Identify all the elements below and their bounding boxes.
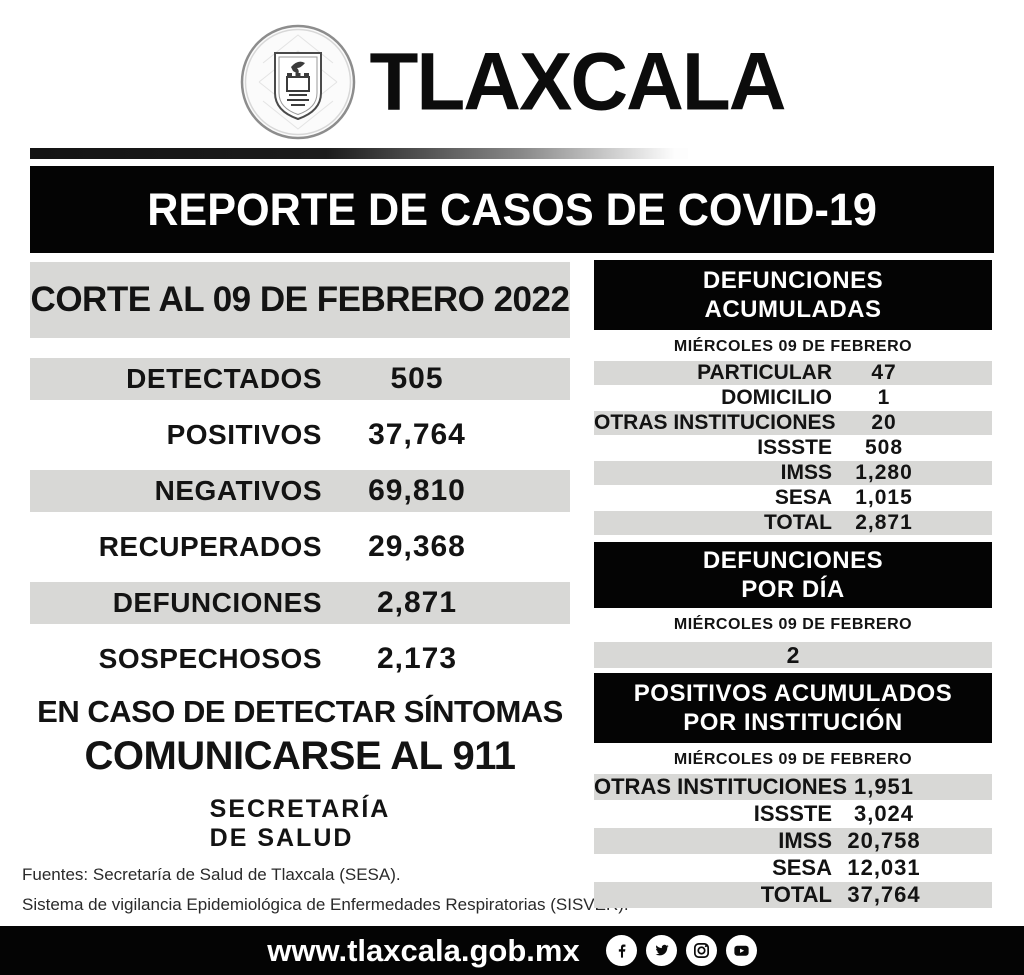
instagram-icon[interactable] xyxy=(685,935,717,966)
summary-panel: CORTE AL 09 DE FEBRERO 2022 DETECTADOS 5… xyxy=(30,262,570,853)
deaths-accumulated-title-line1: DEFUNCIONES xyxy=(702,267,884,294)
positives-title-line2: POR INSTITUCIÓN xyxy=(683,709,903,736)
row-label: IMSS xyxy=(780,461,832,484)
stat-label: DETECTADOS xyxy=(126,363,322,394)
row-label: OTRAS INSTITUCIONES xyxy=(594,774,848,799)
deaths-accumulated-table: PARTICULAR 47 DOMICILIO 1 OTRAS INSTITUC… xyxy=(594,361,992,535)
row-label: DOMICILIO xyxy=(721,386,832,409)
website-link[interactable]: www.tlaxcala.gob.mx xyxy=(267,932,580,968)
stat-label: SOSPECHOSOS xyxy=(98,643,322,674)
brand-header: TLAXCALA xyxy=(0,18,1024,146)
stat-value: 29,368 xyxy=(368,530,466,563)
table-row-domicilio: DOMICILIO 1 xyxy=(594,386,992,410)
tlaxcala-seal-icon xyxy=(241,24,356,140)
deaths-per-day-header: DEFUNCIONES POR DÍA xyxy=(594,542,992,608)
table-row-total: TOTAL 2,871 xyxy=(594,511,992,535)
table-row-issste: ISSSTE 3,024 xyxy=(594,801,992,827)
row-value: 1 xyxy=(877,386,891,409)
row-value: 47 xyxy=(871,361,897,384)
table-row-sesa: SESA 12,031 xyxy=(594,855,992,881)
cutoff-date-bar: CORTE AL 09 DE FEBRERO 2022 xyxy=(30,262,570,338)
stat-row-positivos: POSITIVOS 37,764 xyxy=(30,414,570,456)
table-row-total: TOTAL 37,764 xyxy=(594,882,992,908)
agency-line2: DE SALUD xyxy=(209,824,354,852)
deaths-per-day-title-line1: DEFUNCIONES xyxy=(702,547,884,574)
deaths-per-day-value-bar: 2 xyxy=(594,642,992,668)
stat-value: 37,764 xyxy=(368,418,466,451)
stat-label: RECUPERADOS xyxy=(98,531,322,562)
symptoms-notice-line2: COMUNICARSE AL 911 xyxy=(84,734,516,778)
table-row-issste: ISSSTE 508 xyxy=(594,436,992,460)
stat-label: NEGATIVOS xyxy=(154,475,322,506)
table-row-sesa: SESA 1,015 xyxy=(594,486,992,510)
sources-line2: Sistema de vigilancia Epidemiológica de … xyxy=(22,895,629,914)
report-title-banner: REPORTE DE CASOS DE COVID-19 xyxy=(30,166,994,253)
row-label: TOTAL xyxy=(760,882,832,907)
summary-stats-table: DETECTADOS 505 POSITIVOS 37,764 NEGATIVO… xyxy=(30,358,570,680)
stat-value: 69,810 xyxy=(368,474,466,507)
row-value: 1,951 xyxy=(853,774,915,799)
row-label: PARTICULAR xyxy=(697,361,832,384)
sources-line1: Fuentes: Secretaría de Salud de Tlaxcala… xyxy=(22,865,401,884)
agency-line1: SECRETARÍA xyxy=(209,795,391,823)
youtube-icon[interactable] xyxy=(725,935,757,966)
stat-value: 505 xyxy=(390,362,444,395)
deaths-accumulated-header: DEFUNCIONES ACUMULADAS xyxy=(594,260,992,330)
deaths-per-day-date: MIÉRCOLES 09 DE FEBRERO xyxy=(673,616,913,633)
report-title: REPORTE DE CASOS DE COVID-19 xyxy=(147,183,877,235)
row-value: 2,871 xyxy=(855,511,913,534)
gradient-divider xyxy=(30,148,688,159)
detail-panel: DEFUNCIONES ACUMULADAS MIÉRCOLES 09 DE F… xyxy=(594,260,992,909)
stat-value: 2,871 xyxy=(376,586,458,619)
deaths-per-day-value: 2 xyxy=(786,641,800,668)
deaths-accumulated-date: MIÉRCOLES 09 DE FEBRERO xyxy=(673,338,913,355)
positives-table: OTRAS INSTITUCIONES 1,951 ISSSTE 3,024 I… xyxy=(594,774,992,908)
stat-row-sospechosos: SOSPECHOSOS 2,173 xyxy=(30,638,570,680)
stat-label: POSITIVOS xyxy=(166,419,322,450)
table-row-otras-instituciones: OTRAS INSTITUCIONES 1,951 xyxy=(594,774,992,800)
row-label: SESA xyxy=(774,486,832,509)
sources-note: Fuentes: Secretaría de Salud de Tlaxcala… xyxy=(22,860,629,920)
stat-row-defunciones: DEFUNCIONES 2,871 xyxy=(30,582,570,624)
row-label: TOTAL xyxy=(763,511,832,534)
row-label: ISSSTE xyxy=(753,801,832,826)
table-row-otras-instituciones: OTRAS INSTITUCIONES 20 xyxy=(594,411,992,435)
twitter-icon[interactable] xyxy=(645,935,677,966)
positives-title-line1: POSITIVOS ACUMULADOS xyxy=(633,680,953,707)
footer-bar: www.tlaxcala.gob.mx xyxy=(0,926,1024,975)
row-label: ISSSTE xyxy=(757,436,832,459)
stat-label: DEFUNCIONES xyxy=(112,587,322,618)
stat-row-recuperados: RECUPERADOS 29,368 xyxy=(30,526,570,568)
table-row-particular: PARTICULAR 47 xyxy=(594,361,992,385)
stat-row-negativos: NEGATIVOS 69,810 xyxy=(30,470,570,512)
brand-title: TLAXCALA xyxy=(369,36,786,127)
positives-date: MIÉRCOLES 09 DE FEBRERO xyxy=(673,751,913,768)
row-value: 3,024 xyxy=(853,801,915,826)
agency-signature: SECRETARÍA DE SALUD xyxy=(30,795,570,853)
row-value: 1,015 xyxy=(855,486,913,509)
row-value: 12,031 xyxy=(847,855,921,880)
row-value: 37,764 xyxy=(847,882,921,907)
positives-by-institution-header: POSITIVOS ACUMULADOS POR INSTITUCIÓN xyxy=(594,673,992,743)
facebook-icon[interactable] xyxy=(605,935,637,966)
table-row-imss: IMSS 1,280 xyxy=(594,461,992,485)
row-value: 508 xyxy=(864,436,904,459)
row-label: SESA xyxy=(772,855,832,880)
row-value: 20 xyxy=(871,411,897,434)
table-row-imss: IMSS 20,758 xyxy=(594,828,992,854)
deaths-per-day-title-line2: POR DÍA xyxy=(741,576,845,603)
stat-value: 2,173 xyxy=(376,642,458,675)
deaths-accumulated-title-line2: ACUMULADAS xyxy=(704,296,882,323)
social-icons xyxy=(605,935,757,966)
cutoff-date-text: CORTE AL 09 DE FEBRERO 2022 xyxy=(30,280,570,319)
stat-row-detectados: DETECTADOS 505 xyxy=(30,358,570,400)
row-label: OTRAS INSTITUCIONES xyxy=(594,411,836,434)
symptoms-notice-line1: EN CASO DE DETECTAR SÍNTOMAS xyxy=(37,694,563,729)
row-value: 1,280 xyxy=(855,461,913,484)
row-label: IMSS xyxy=(778,828,832,853)
row-value: 20,758 xyxy=(847,828,921,853)
